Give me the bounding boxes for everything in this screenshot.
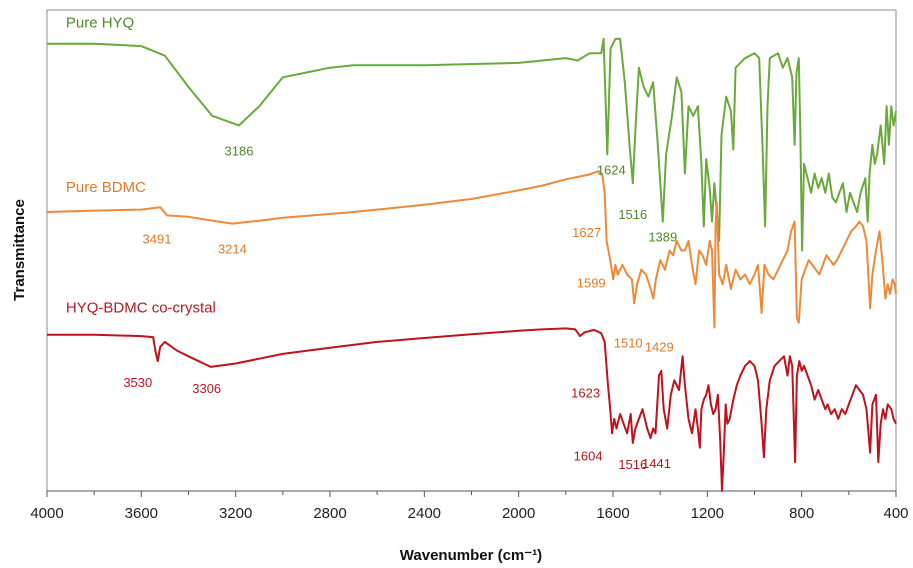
x-tick-label: 3200 <box>219 505 252 522</box>
peak-annotation: 1627 <box>572 225 601 240</box>
peak-annotation: 1604 <box>574 448 603 463</box>
peak-annotation: 1599 <box>577 275 606 290</box>
x-axis: 4000 3600 3200 2800 2400 2000 1600 1200 800 400 <box>30 490 909 522</box>
peak-annotation: 3186 <box>225 143 254 158</box>
series-line <box>47 37 897 252</box>
peak-annotation: 1441 <box>642 456 671 471</box>
peak-annotation: 1516 <box>618 457 647 472</box>
x-axis-title: Wavenumber (cm⁻¹) <box>400 547 542 564</box>
x-tick-label: 3600 <box>125 505 158 522</box>
peak-annotation: 1429 <box>645 340 674 355</box>
series-line <box>46 170 897 329</box>
x-tick-label: 1600 <box>596 505 629 522</box>
x-tick-label: 2400 <box>408 505 441 522</box>
peak-annotation: 1516 <box>618 207 647 222</box>
series-name-label: Pure HYQ <box>66 15 134 32</box>
x-tick-label: 4000 <box>30 505 63 522</box>
peak-annotation: 1624 <box>597 162 626 177</box>
series-name-layer: Pure HYQ Pure BDMC HYQ-BDMC co-crystal <box>66 15 216 317</box>
series-name-label: Pure BDMC <box>66 179 146 196</box>
series-line <box>47 327 897 492</box>
peak-annotation: 3214 <box>218 242 247 257</box>
y-axis-title: Transmittance <box>11 199 28 301</box>
x-tick-label: 800 <box>789 505 814 522</box>
series-layer <box>46 37 897 492</box>
x-tick-label: 2800 <box>313 505 346 522</box>
peak-annotation: 1510 <box>614 335 643 350</box>
x-tick-label: 400 <box>883 505 908 522</box>
peak-annotation: 1623 <box>571 385 600 400</box>
x-tick-label: 2000 <box>502 505 535 522</box>
peak-annotation: 1389 <box>648 230 677 245</box>
plot-frame <box>46 9 897 492</box>
series-name-label: HYQ-BDMC co-crystal <box>66 300 216 317</box>
peak-annotation: 3530 <box>123 375 152 390</box>
peak-annotation: 3306 <box>192 381 221 396</box>
peak-annotation: 3491 <box>143 231 172 246</box>
x-tick-label: 1200 <box>691 505 724 522</box>
